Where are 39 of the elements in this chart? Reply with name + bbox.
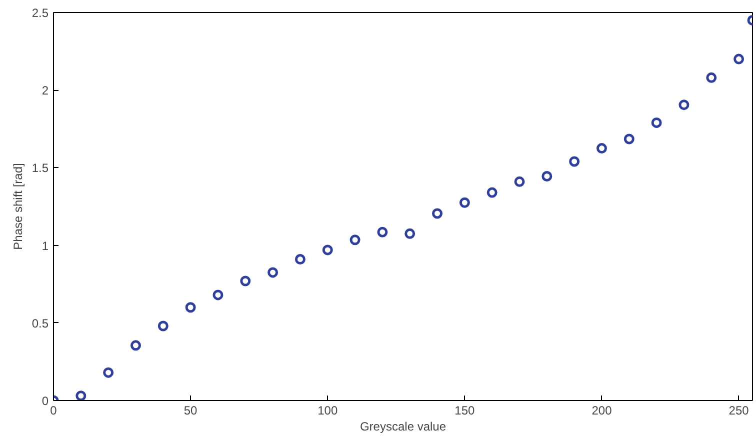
point bbox=[678, 100, 690, 110]
point bbox=[651, 117, 662, 128]
point bbox=[158, 320, 168, 332]
point bbox=[569, 156, 580, 167]
point bbox=[322, 244, 333, 256]
x-tick-label: 150 bbox=[454, 404, 476, 418]
point bbox=[76, 390, 86, 400]
y-tick-label: 1 bbox=[42, 238, 49, 253]
point bbox=[185, 302, 196, 313]
point bbox=[734, 54, 744, 64]
x-tick-label: 200 bbox=[592, 404, 612, 418]
point bbox=[294, 254, 306, 265]
point bbox=[514, 176, 525, 187]
point bbox=[404, 228, 416, 239]
point bbox=[706, 72, 717, 83]
point bbox=[212, 290, 224, 300]
point bbox=[103, 367, 114, 378]
y-axis-title: Phase shift [rad] bbox=[10, 163, 25, 250]
y-tick-label: 0 bbox=[42, 394, 49, 408]
point bbox=[542, 170, 552, 182]
y-tick-label: 2.5 bbox=[32, 6, 49, 20]
point bbox=[459, 197, 470, 208]
point bbox=[486, 187, 498, 198]
point bbox=[596, 143, 607, 154]
point bbox=[432, 208, 443, 219]
y-tick-label: 1.5 bbox=[32, 161, 49, 176]
x-tick-label: 0 bbox=[50, 404, 58, 418]
point bbox=[268, 267, 278, 278]
x-tick-label: 50 bbox=[184, 404, 198, 418]
point bbox=[624, 134, 634, 144]
point bbox=[240, 276, 251, 286]
y-tick-label: 2 bbox=[42, 84, 49, 98]
x-tick-label: 100 bbox=[318, 404, 338, 418]
point bbox=[350, 234, 360, 246]
point bbox=[130, 340, 141, 351]
x-axis-title: Greyscale value bbox=[360, 420, 446, 434]
x-tick-label: 250 bbox=[728, 404, 750, 418]
y-tick-label: 0.5 bbox=[32, 316, 49, 330]
point bbox=[377, 226, 388, 238]
